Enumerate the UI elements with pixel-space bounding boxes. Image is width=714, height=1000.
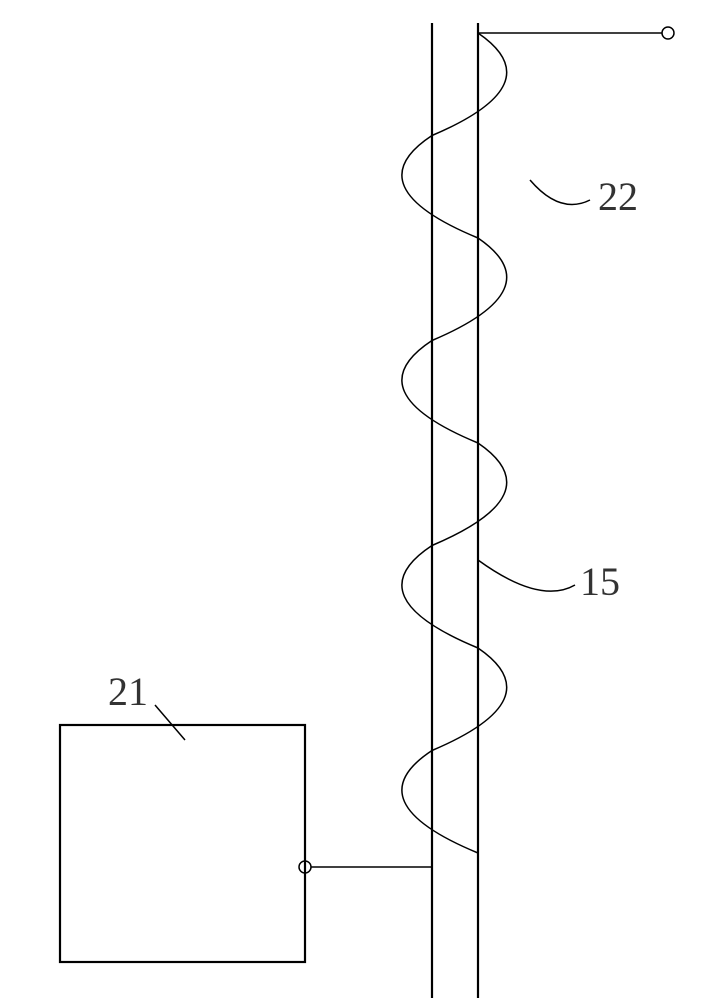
box-21 (60, 725, 305, 962)
top-terminal-node (662, 27, 674, 39)
label-22: 22 (598, 173, 638, 220)
leader-22 (530, 180, 590, 205)
coil-22 (402, 33, 507, 853)
leader-15 (478, 560, 575, 591)
leader-21 (155, 705, 185, 740)
label-21: 21 (108, 668, 148, 715)
label-15: 15 (580, 558, 620, 605)
